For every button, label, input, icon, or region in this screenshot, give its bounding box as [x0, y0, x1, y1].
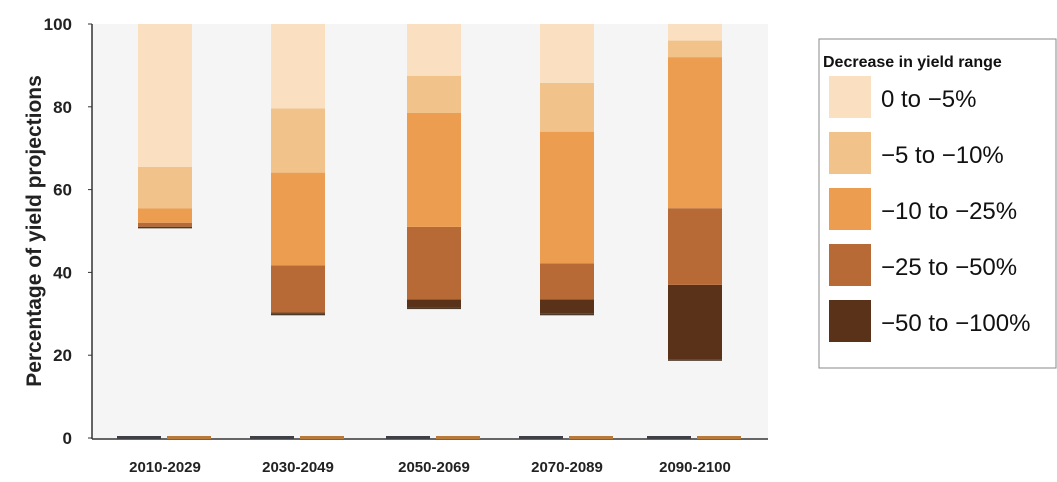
- baseline-bar: [569, 436, 613, 439]
- x-axis-labels: 2010-2029 2030-2049 2050-2069 2070-2089 2090…: [129, 459, 731, 476]
- bar-segment: [668, 24, 722, 41]
- bar-segment: [668, 208, 722, 285]
- bar-stack-2070-2089: [519, 24, 613, 439]
- bar-segment: [407, 113, 461, 227]
- bar-segment: [138, 222, 192, 227]
- bar-segment: [540, 263, 594, 300]
- bar-base-line: [271, 313, 325, 316]
- bar-segment: [668, 57, 722, 209]
- bar-segment: [138, 208, 192, 223]
- bar-segment: [407, 226, 461, 300]
- bars: [117, 24, 741, 439]
- legend-swatch: [829, 76, 871, 118]
- legend-title: Decrease in yield range: [823, 54, 1002, 71]
- legend-swatch: [829, 188, 871, 230]
- legend-swatch: [829, 244, 871, 286]
- baseline-bar: [117, 436, 161, 439]
- x-tick-label: 2010-2029: [129, 459, 201, 476]
- baseline-bar: [386, 436, 430, 439]
- bar-segment: [540, 24, 594, 83]
- bar-segment: [407, 75, 461, 114]
- legend-swatch: [829, 300, 871, 342]
- baseline-bar: [697, 436, 741, 439]
- y-tick-label: 0: [63, 429, 72, 448]
- bar-segment: [271, 108, 325, 173]
- legend-item: 0 to −5%: [829, 76, 976, 118]
- baseline-bar: [519, 436, 563, 439]
- bar-segment: [407, 24, 461, 76]
- y-tick-label: 40: [53, 263, 72, 282]
- bar-base-line: [668, 359, 722, 361]
- legend-item: −25 to −50%: [829, 244, 1017, 286]
- bar-stack-2030-2049: [250, 24, 344, 439]
- legend-label: −50 to −100%: [881, 310, 1030, 337]
- bar-segment: [668, 40, 722, 58]
- bar-stack-2010-2029: [117, 24, 211, 439]
- legend-item: −5 to −10%: [829, 132, 1004, 174]
- bar-segment: [540, 299, 594, 314]
- legend-label: −25 to −50%: [881, 254, 1017, 281]
- baseline-bar: [167, 436, 211, 439]
- legend-swatch: [829, 132, 871, 174]
- bar-segment: [138, 166, 192, 209]
- bar-segment: [407, 299, 461, 308]
- x-tick-label: 2030-2049: [262, 459, 334, 476]
- y-tick-label: 80: [53, 98, 72, 117]
- bar-stack-2050-2069: [386, 24, 480, 439]
- bar-base-line: [407, 307, 461, 310]
- legend-item: −50 to −100%: [829, 300, 1030, 342]
- legend-label: −5 to −10%: [881, 142, 1004, 169]
- baseline-bar: [300, 436, 344, 439]
- bar-segment: [271, 24, 325, 109]
- y-axis-ticks: 0 20 40 60 80 100: [44, 15, 92, 448]
- legend: Decrease in yield range 0 to −5% −5 to −1…: [818, 38, 1057, 369]
- bar-segment: [271, 265, 325, 313]
- bar-segment: [271, 312, 325, 314]
- legend-label: 0 to −5%: [881, 86, 976, 113]
- bar-segment: [138, 24, 192, 167]
- bar-segment: [540, 131, 594, 264]
- x-tick-label: 2070-2089: [531, 459, 603, 476]
- y-axis-title: Percentage of yield projections: [23, 75, 46, 387]
- legend-items: 0 to −5% −5 to −10% −10 to −25% −25 to −50%…: [829, 76, 1030, 342]
- bar-base-line: [138, 226, 192, 229]
- legend-label: −10 to −25%: [881, 198, 1017, 225]
- baseline-bar: [436, 436, 480, 439]
- bar-segment: [668, 284, 722, 360]
- baseline-bar: [250, 436, 294, 439]
- x-tick-label: 2050-2069: [398, 459, 470, 476]
- bar-stack-2090-2100: [647, 24, 741, 439]
- y-tick-label: 100: [44, 15, 72, 34]
- bar-segment: [271, 172, 325, 266]
- x-tick-label: 2090-2100: [659, 459, 731, 476]
- y-tick-label: 20: [53, 346, 72, 365]
- bar-base-line: [540, 313, 594, 316]
- baseline-bar: [647, 436, 691, 439]
- legend-item: −10 to −25%: [829, 188, 1017, 230]
- bar-segment: [540, 82, 594, 132]
- y-tick-label: 60: [53, 181, 72, 200]
